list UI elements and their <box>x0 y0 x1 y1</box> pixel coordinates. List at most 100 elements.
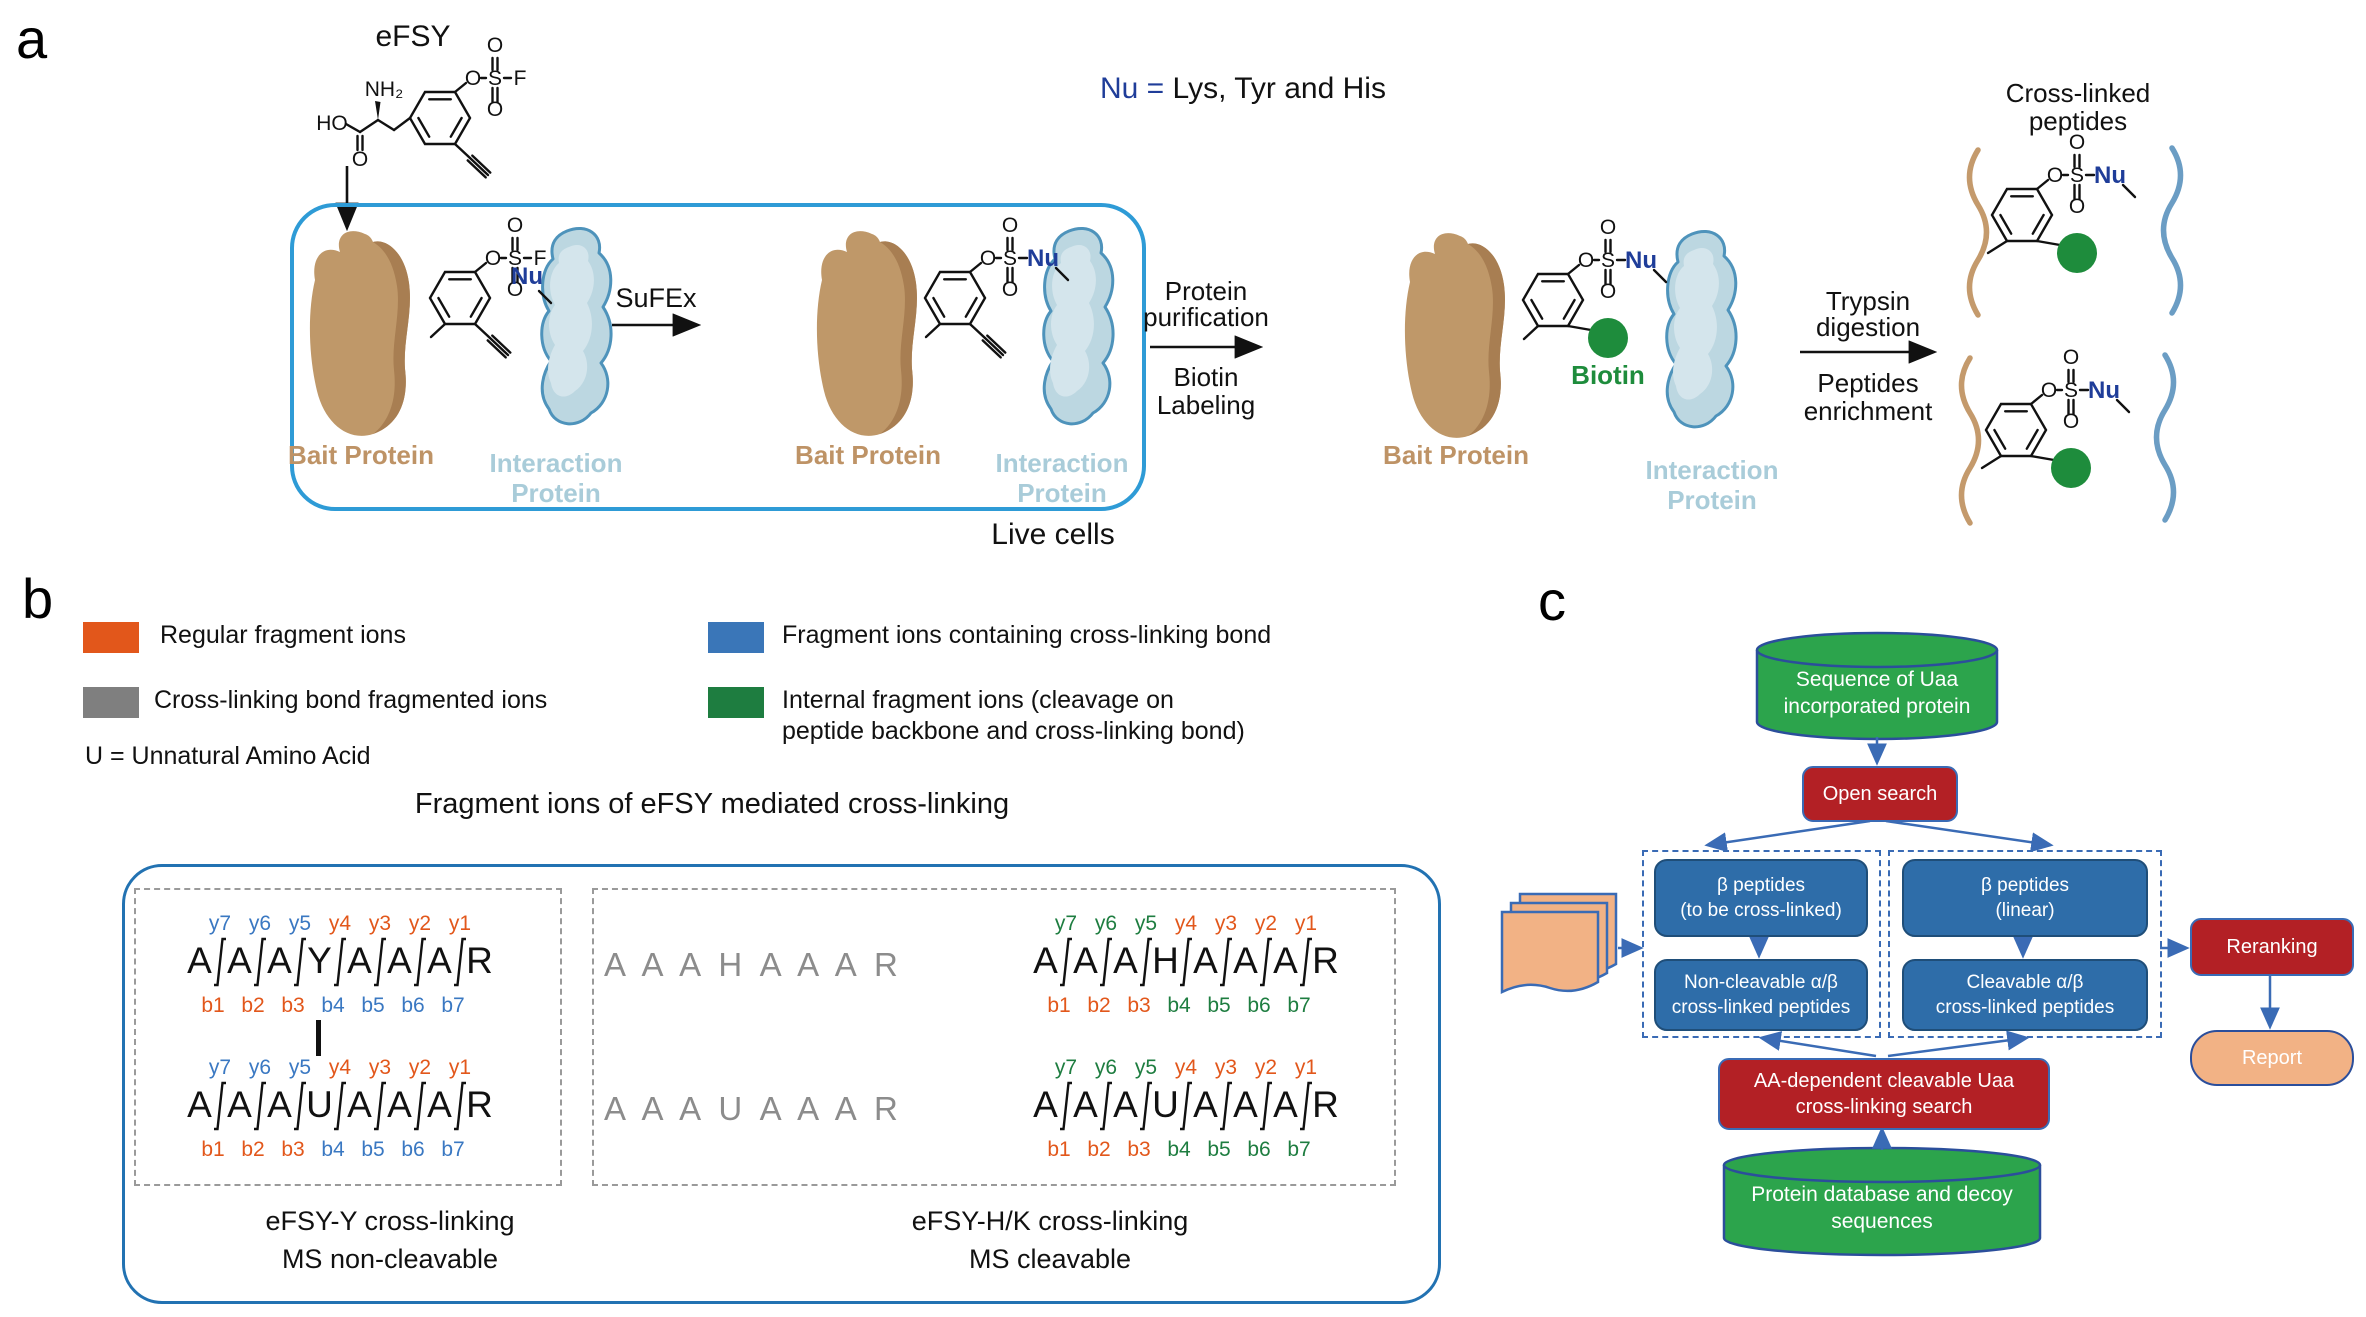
pep-cleavage-mark <box>373 1080 386 1132</box>
legend-swatch-internal <box>708 687 764 718</box>
purification-label-1: Protein <box>1164 276 1248 306</box>
pep-y-ion-label: y5 <box>1134 1056 1158 1079</box>
pep-residue: A <box>347 1084 372 1125</box>
beta-crosslinked-line2: (to be cross-linked) <box>1680 900 1842 921</box>
pep-residue: A <box>1193 940 1218 981</box>
interaction-protein-blob <box>1042 227 1115 426</box>
svg-text:O: O <box>2069 195 2085 218</box>
pep-b-ion-label: b1 <box>1047 1138 1071 1161</box>
pep-cleavage-mark <box>213 936 226 988</box>
pep-cleavage-mark <box>293 936 306 988</box>
peptide-wavy-line <box>2153 352 2177 523</box>
biotin-dot <box>1588 318 1628 358</box>
pep-y-ion-label: y3 <box>368 912 392 935</box>
open-search-text: Open search <box>1822 782 1938 805</box>
svg-text:O: O <box>2063 346 2079 369</box>
enrichment-label-1: Peptides <box>1817 368 1919 398</box>
pep-cleavage-mark <box>253 1080 266 1132</box>
pep-b-ion-label: b5 <box>361 1138 385 1161</box>
legend-label-bond-fragmented: Cross-linking bond fragmented ions <box>154 686 548 714</box>
pep-b-ion-label: b4 <box>1167 994 1191 1017</box>
pep-y-ion-label: y4 <box>1174 1056 1198 1079</box>
pep-b-ion-label: b3 <box>1127 1138 1151 1161</box>
pep-y-ion-label: y1 <box>448 1056 472 1079</box>
db-bottom-text: Protein database and decoy sequences <box>1724 1181 2040 1235</box>
pep-y-ion-label: y5 <box>288 1056 312 1079</box>
pep-cleavage-mark <box>1059 1080 1072 1132</box>
pep-y-ion-label: y5 <box>288 912 312 935</box>
bait-protein-label-2: Bait Protein <box>795 440 941 470</box>
biotin-label: Biotin <box>1571 360 1645 390</box>
biotin-labeling-label-2: Labeling <box>1156 390 1256 420</box>
pep-residue: A <box>1193 1084 1218 1125</box>
svg-text:S: S <box>2064 379 2078 402</box>
interaction-protein-blob <box>540 227 613 426</box>
pep-residue: U <box>1152 1084 1179 1125</box>
pep-cleavage-mark <box>1259 1080 1272 1132</box>
legend-label-internal: Internal fragment ions (cleavage on pept… <box>782 686 1245 745</box>
interaction-protein-label-1a: Interaction <box>489 448 623 478</box>
trypsin-label-1: Trypsin <box>1825 286 1911 316</box>
beta-linear-line2: (linear) <box>1995 900 2055 921</box>
pep-b-ion-label: b4 <box>321 1138 345 1161</box>
db-top-line1: Sequence of Uaa <box>1795 668 1959 691</box>
pep-y-ion-label: y7 <box>1054 912 1078 935</box>
pep-y-ion-label: y2 <box>408 912 432 935</box>
pep-y-ion-label: y2 <box>1254 912 1278 935</box>
svg-text:HO: HO <box>316 112 348 135</box>
pep-y-ion-label: y3 <box>1214 1056 1238 1079</box>
pep-residue: A <box>1113 940 1138 981</box>
pep-y-ion-label: y4 <box>328 912 352 935</box>
svg-text:Nu: Nu <box>2094 162 2126 189</box>
svg-text:Nu: Nu <box>1625 247 1657 274</box>
svg-text:S: S <box>1003 247 1017 270</box>
pep-cleavage-mark <box>413 936 426 988</box>
pep-residue: A <box>347 940 372 981</box>
pep-b-ion-label: b5 <box>1207 1138 1231 1161</box>
pep-b-ion-label: b6 <box>401 1138 425 1161</box>
pep-y-ion-label: y1 <box>1294 912 1318 935</box>
svg-text:NH₂: NH₂ <box>365 78 403 101</box>
pep-b-ion-label: b2 <box>241 994 265 1017</box>
caption-efsy-hk-1: eFSY-H/K cross-linking <box>911 1206 1189 1236</box>
pep-b-ion-label: b6 <box>1247 1138 1271 1161</box>
pep-cleavage-mark <box>333 936 346 988</box>
crosslink-bond-line <box>316 1020 321 1056</box>
pep-b-ion-label: b6 <box>401 994 425 1017</box>
db-bottom-line1: Protein database and decoy <box>1751 1183 2013 1206</box>
svg-text:O: O <box>2063 410 2079 433</box>
legend-swatch-regular <box>83 622 139 653</box>
pep-b-ion-label: b7 <box>441 994 465 1017</box>
pep-residue: A <box>267 940 292 981</box>
crosslinked-peptides-label-1: Cross-linked <box>2005 78 2151 108</box>
sufex-label: SuFEx <box>615 283 697 313</box>
document-page-icon <box>1500 910 1600 995</box>
pep-b-ion-label: b5 <box>361 994 385 1017</box>
noncleavable-ab-line1: Non-cleavable α/β <box>1684 971 1838 993</box>
pep-b-ion-label: b7 <box>441 1138 465 1161</box>
interaction-protein-label-1b: Protein <box>511 478 601 508</box>
svg-text:O: O <box>2069 131 2085 154</box>
pep-y-ion-label: y6 <box>248 912 272 935</box>
pep-cleavage-mark <box>253 936 266 988</box>
pep-y-ion-label: y7 <box>208 1056 232 1079</box>
pep-cleavage-mark <box>1099 936 1112 988</box>
pep-y-ion-label: y6 <box>248 1056 272 1079</box>
svg-text:S: S <box>1601 249 1615 272</box>
biotin-dot <box>2051 448 2091 488</box>
pep-b-ion-label: b1 <box>201 1138 225 1161</box>
pep-cleavage-mark <box>453 936 466 988</box>
pep-b-ion-label: b7 <box>1287 1138 1311 1161</box>
svg-text:O: O <box>2041 379 2057 402</box>
pep-cleavage-mark <box>453 1080 466 1132</box>
biotin-labeling-label-1: Biotin <box>1173 362 1239 392</box>
live-cells-box <box>290 203 1146 511</box>
pep-residue: A <box>1033 940 1058 981</box>
pep-residue: H <box>1152 940 1179 981</box>
svg-text:S: S <box>488 67 502 90</box>
pep-residue: A <box>1113 1084 1138 1125</box>
